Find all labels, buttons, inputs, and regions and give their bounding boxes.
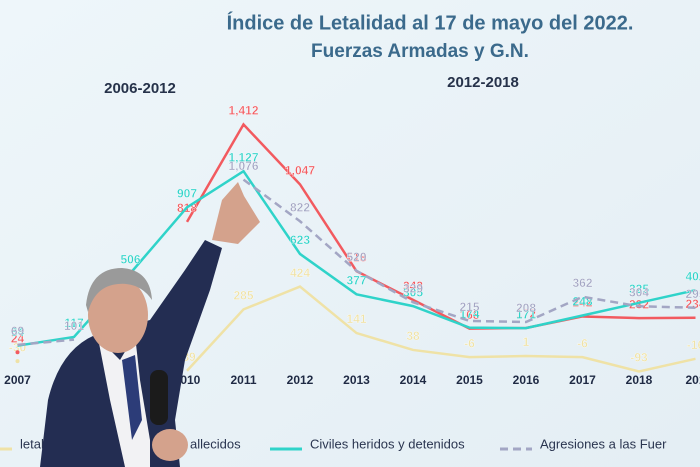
data-label: 506 <box>120 252 140 266</box>
data-label: 304 <box>629 285 649 299</box>
data-label: 172 <box>516 307 536 321</box>
series-point <box>15 359 20 364</box>
series-line <box>242 178 696 324</box>
x-tick-label: 2018 <box>626 373 653 387</box>
data-label: -93 <box>630 351 648 365</box>
shirt <box>98 335 150 467</box>
x-tick-label: 2016 <box>513 373 540 387</box>
data-label: 24 <box>11 331 25 345</box>
x-tick-label: 2007 <box>4 373 31 387</box>
data-label: 101 <box>64 319 84 333</box>
series-line <box>186 285 696 373</box>
data-label: 208 <box>516 301 536 315</box>
x-tick-label: 2014 <box>400 373 427 387</box>
x-tick-label: 201 <box>685 373 700 387</box>
data-label: 343 <box>403 279 423 293</box>
data-label: 295 <box>685 287 700 301</box>
legend-label: allecidos <box>190 436 241 451</box>
series-point <box>15 350 20 355</box>
data-label: 325 <box>629 282 649 296</box>
data-label: 329 <box>403 281 423 295</box>
legend-label: Agresiones a las Fuer <box>540 436 667 451</box>
data-label: 520 <box>346 250 366 264</box>
legend-label: Civiles heridos y detenidos <box>310 436 465 451</box>
data-label: 305 <box>403 285 423 299</box>
data-label: 518 <box>346 250 366 264</box>
hair <box>86 268 152 312</box>
tie <box>122 355 142 440</box>
x-tick-label: 2013 <box>343 373 370 387</box>
data-label: -16 <box>687 338 700 352</box>
plot-area: 2007 2010 2011 2012 2013 2014 2015 2016 2017 2018… <box>4 103 700 387</box>
hand <box>212 182 260 244</box>
head <box>88 277 148 353</box>
data-label: 1,076 <box>228 159 258 173</box>
data-label: -6 <box>464 336 475 350</box>
data-label: 623 <box>290 233 310 247</box>
data-label: 117 <box>64 316 84 330</box>
data-label: 1 <box>523 335 530 349</box>
x-tick-label: 2012 <box>287 373 314 387</box>
data-label: 1,047 <box>285 164 315 178</box>
x-tick-label: 2011 <box>230 373 256 387</box>
data-label: 907 <box>177 186 197 200</box>
hand <box>152 429 188 461</box>
x-tick-label: 2017 <box>569 373 596 387</box>
data-label: 215 <box>459 300 479 314</box>
data-label: 377 <box>346 273 366 287</box>
chart-title: Índice de Letalidad al 17 de mayo del 20… <box>227 11 634 34</box>
data-label: 1,412 <box>228 104 258 118</box>
series-line <box>17 338 75 347</box>
data-label: 1,127 <box>228 150 258 164</box>
period-label: 2012-2018 <box>447 74 519 91</box>
data-label: 64 <box>11 325 25 339</box>
data-label: 822 <box>290 200 310 214</box>
presenter <box>40 182 260 467</box>
data-label: 171 <box>516 307 536 321</box>
data-label: 362 <box>572 276 592 290</box>
chart-subtitle: Fuerzas Armadas y G.N. <box>311 41 529 62</box>
data-label: 38 <box>406 329 420 343</box>
series-line <box>185 122 696 330</box>
data-label: 174 <box>459 307 479 321</box>
data-label: 424 <box>290 266 310 280</box>
period-label: 2006-2012 <box>104 80 176 97</box>
x-tick-label: 2015 <box>456 373 483 387</box>
data-label: 69 <box>11 324 25 338</box>
data-label: 402 <box>685 269 700 283</box>
data-label: 141 <box>346 312 366 326</box>
microphone <box>150 370 168 425</box>
data-label: 285 <box>233 289 253 303</box>
data-label: -6 <box>577 336 588 350</box>
